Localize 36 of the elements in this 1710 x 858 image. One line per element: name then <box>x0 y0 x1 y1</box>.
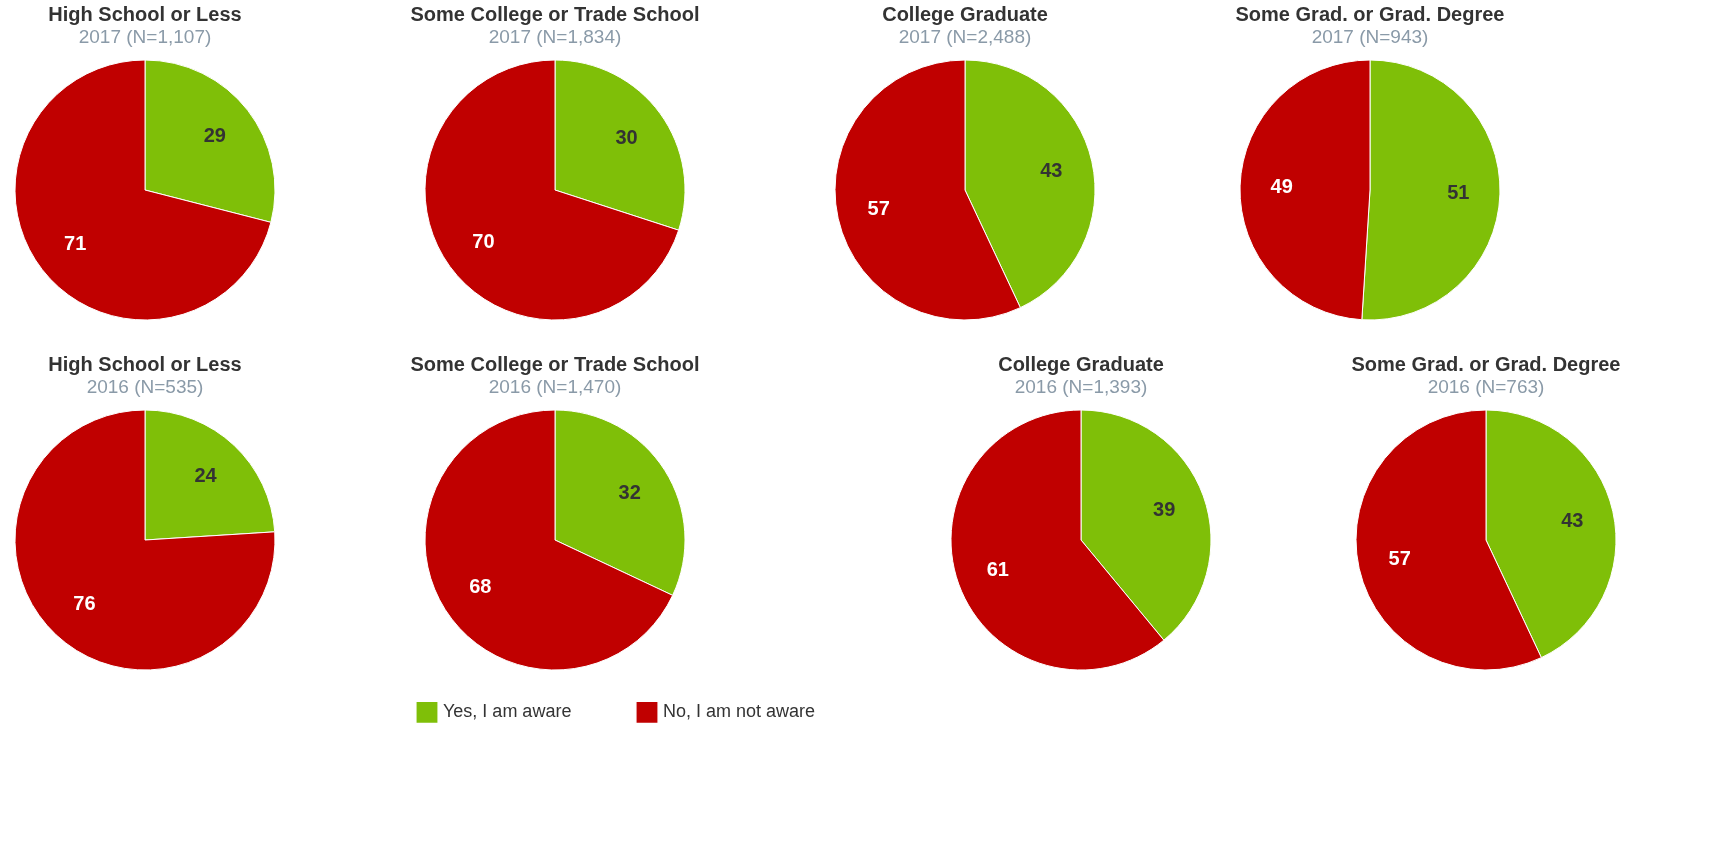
chart-title: Some College or Trade School <box>410 353 700 375</box>
chart-title: High School or Less <box>48 353 242 375</box>
data-label: 57 <box>867 197 890 220</box>
chart-subtitle: 2016 (N=763) <box>1427 376 1545 397</box>
chart-subtitle: 2016 (N=1,393) <box>1014 376 1148 397</box>
legend-label: Yes, I am aware <box>443 701 572 722</box>
data-label: 43 <box>1561 508 1584 531</box>
data-label: 39 <box>1153 498 1176 521</box>
data-label: 24 <box>194 463 218 486</box>
chart-title: Some Grad. or Grad. Degree <box>1235 3 1505 25</box>
chart-subtitle: 2017 (N=943) <box>1311 26 1429 47</box>
chart-subtitle: 2016 (N=1,470) <box>488 376 622 397</box>
chart-title: High School or Less <box>48 3 242 25</box>
chart-subtitle: 2017 (N=1,107) <box>78 26 212 47</box>
legend-label: No, I am not aware <box>663 701 816 722</box>
chart-subtitle: 2016 (N=535) <box>86 376 204 397</box>
data-label: 57 <box>1388 547 1411 570</box>
chart-subtitle: 2017 (N=2,488) <box>898 26 1032 47</box>
data-label: 51 <box>1447 180 1470 203</box>
data-label: 61 <box>986 557 1009 580</box>
data-label: 29 <box>203 123 226 146</box>
data-label: 32 <box>618 480 641 503</box>
data-label: 71 <box>64 232 87 255</box>
chart-title: College Graduate <box>998 353 1164 375</box>
data-label: 49 <box>1270 175 1293 198</box>
chart-title: College Graduate <box>882 3 1048 25</box>
chart-title: Some College or Trade School <box>410 3 700 25</box>
data-label: 30 <box>615 126 638 149</box>
chart-subtitle: 2017 (N=1,834) <box>488 26 622 47</box>
pie-slice <box>14 59 272 321</box>
data-label: 43 <box>1040 158 1063 181</box>
data-label: 68 <box>469 575 492 598</box>
pie-slice <box>14 409 276 671</box>
data-label: 70 <box>472 229 495 252</box>
chart-title: Some Grad. or Grad. Degree <box>1351 353 1621 375</box>
data-label: 76 <box>73 592 96 615</box>
